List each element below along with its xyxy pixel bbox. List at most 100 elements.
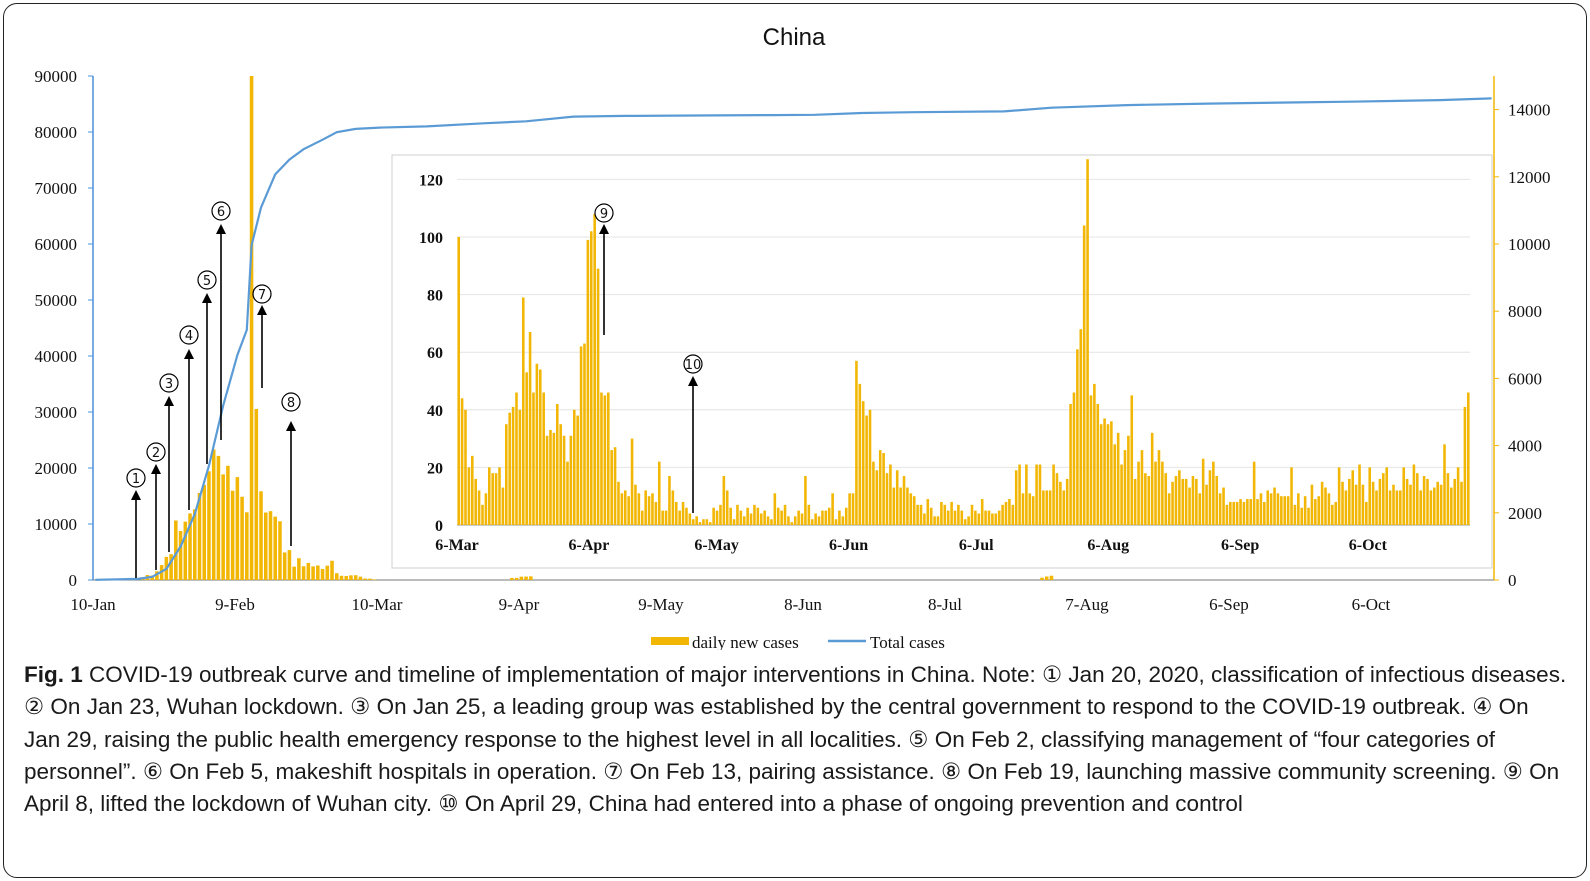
daily-bar: [519, 576, 524, 580]
inset-daily-bar: [610, 450, 613, 525]
inset-daily-bar: [572, 409, 576, 525]
inset-y-tick: 60: [427, 345, 443, 362]
annotation-marker: 4: [185, 329, 193, 344]
inset-daily-bar: [902, 476, 906, 525]
outbreak-chart: China 0100002000030000400005000060000700…: [35, 24, 1551, 650]
inset-daily-bar: [1273, 487, 1276, 525]
inset-daily-bar: [471, 455, 474, 525]
inset-daily-bar: [749, 513, 753, 525]
annotation-arrow-head: [216, 224, 226, 234]
daily-bar: [1044, 576, 1049, 580]
inset-daily-bar: [1038, 464, 1042, 525]
right-y-tick: 4000: [1508, 437, 1542, 456]
inset-daily-bar: [562, 435, 566, 525]
inset-daily-bar: [1276, 493, 1280, 525]
inset-daily-bar: [1456, 467, 1460, 525]
inset-daily-bar: [1239, 499, 1242, 525]
inset-daily-bar: [906, 487, 909, 525]
inset-daily-bar: [1086, 159, 1089, 526]
inset-daily-bar: [1395, 490, 1399, 525]
inset-daily-bar: [1405, 478, 1409, 525]
inset-daily-bar: [1310, 484, 1314, 525]
inset-daily-bar: [579, 346, 583, 525]
legend-label-total: Total cases: [870, 633, 945, 650]
inset-daily-bar: [766, 516, 770, 525]
left-y-tick: 80000: [35, 123, 78, 142]
daily-bar: [169, 554, 173, 580]
inset-daily-bar: [549, 429, 552, 525]
inset-daily-bar: [1201, 458, 1205, 525]
daily-bar: [339, 575, 344, 580]
daily-bar: [254, 408, 259, 580]
inset-daily-bar: [464, 409, 467, 525]
inset-daily-bar: [1011, 504, 1015, 525]
inset-daily-bar: [1433, 487, 1436, 525]
right-y-tick-labels: 0 2000 4000 6000 8000 10000 12000 14000: [1494, 101, 1551, 590]
inset-daily-bar: [1144, 473, 1147, 525]
inset-y-tick: 120: [419, 172, 443, 189]
daily-bar: [188, 513, 192, 580]
annotation-marker: 7: [258, 288, 266, 303]
inset-daily-bar: [800, 513, 804, 525]
inset-daily-bar: [844, 507, 848, 525]
inset-daily-bar: [1439, 484, 1443, 525]
inset-daily-bar: [1300, 507, 1304, 525]
inset-daily-bar: [855, 360, 858, 525]
inset-daily-bar: [1225, 504, 1229, 525]
inset-daily-bar: [804, 476, 807, 525]
daily-bar: [1049, 575, 1054, 580]
inset-daily-bar: [991, 513, 994, 525]
inset-daily-bar: [851, 493, 855, 525]
daily-bar: [259, 491, 263, 580]
inset-daily-bar: [552, 432, 556, 525]
inset-daily-bar: [481, 504, 484, 525]
inset-daily-bar: [528, 332, 532, 525]
daily-bar: [207, 471, 211, 580]
inset-daily-bar: [1147, 476, 1151, 525]
inset-daily-bar: [732, 519, 736, 525]
inset-daily-bar: [817, 516, 821, 525]
left-y-tick: 90000: [35, 67, 78, 86]
inset-daily-bar: [535, 363, 539, 525]
annotation-marker: 2: [152, 446, 160, 461]
inset-daily-bar: [919, 504, 923, 525]
inset-daily-bar: [698, 522, 702, 525]
inset-daily-bar: [1157, 450, 1161, 525]
inset-daily-bar: [865, 415, 868, 525]
inset-daily-bar: [838, 510, 841, 525]
inset-x-tick: 6-Jul: [959, 537, 994, 554]
inset-daily-bar: [1242, 501, 1246, 525]
inset-daily-bar: [1402, 467, 1406, 525]
inset-daily-bar: [940, 501, 943, 525]
inset-daily-bar: [1212, 461, 1215, 525]
inset-daily-bar: [1021, 493, 1025, 525]
inset-daily-bar: [715, 510, 719, 525]
caption-fig-label: Fig. 1: [24, 662, 83, 687]
inset-daily-bar: [1344, 490, 1348, 525]
inset-daily-bar: [736, 504, 739, 525]
daily-bar: [268, 511, 273, 580]
inset-daily-bar: [1045, 490, 1049, 525]
inset-daily-bar: [1218, 493, 1222, 525]
right-y-tick: 2000: [1508, 504, 1542, 523]
inset-daily-bar: [477, 490, 481, 525]
inset-daily-bar: [1178, 470, 1181, 525]
daily-bar: [282, 552, 287, 580]
daily-bar: [372, 579, 377, 580]
inset-daily-bar: [1341, 481, 1344, 525]
inset-daily-bar: [1120, 464, 1123, 525]
x-tick: 9-May: [638, 595, 684, 614]
inset-daily-bar: [644, 490, 647, 525]
inset-daily-bar: [1450, 487, 1453, 525]
inset-daily-bar: [695, 516, 698, 525]
inset-daily-bar: [467, 467, 471, 525]
left-y-tick: 10000: [35, 515, 78, 534]
inset-daily-bar: [1184, 478, 1188, 525]
inset-daily-bar: [793, 516, 797, 525]
inset-y-tick: 20: [427, 460, 443, 477]
daily-bar: [353, 575, 358, 580]
inset-daily-bar: [912, 496, 916, 525]
annotation-marker-circle: [594, 203, 614, 223]
inset-daily-bar: [1422, 476, 1426, 525]
inset-daily-bar: [841, 516, 845, 525]
